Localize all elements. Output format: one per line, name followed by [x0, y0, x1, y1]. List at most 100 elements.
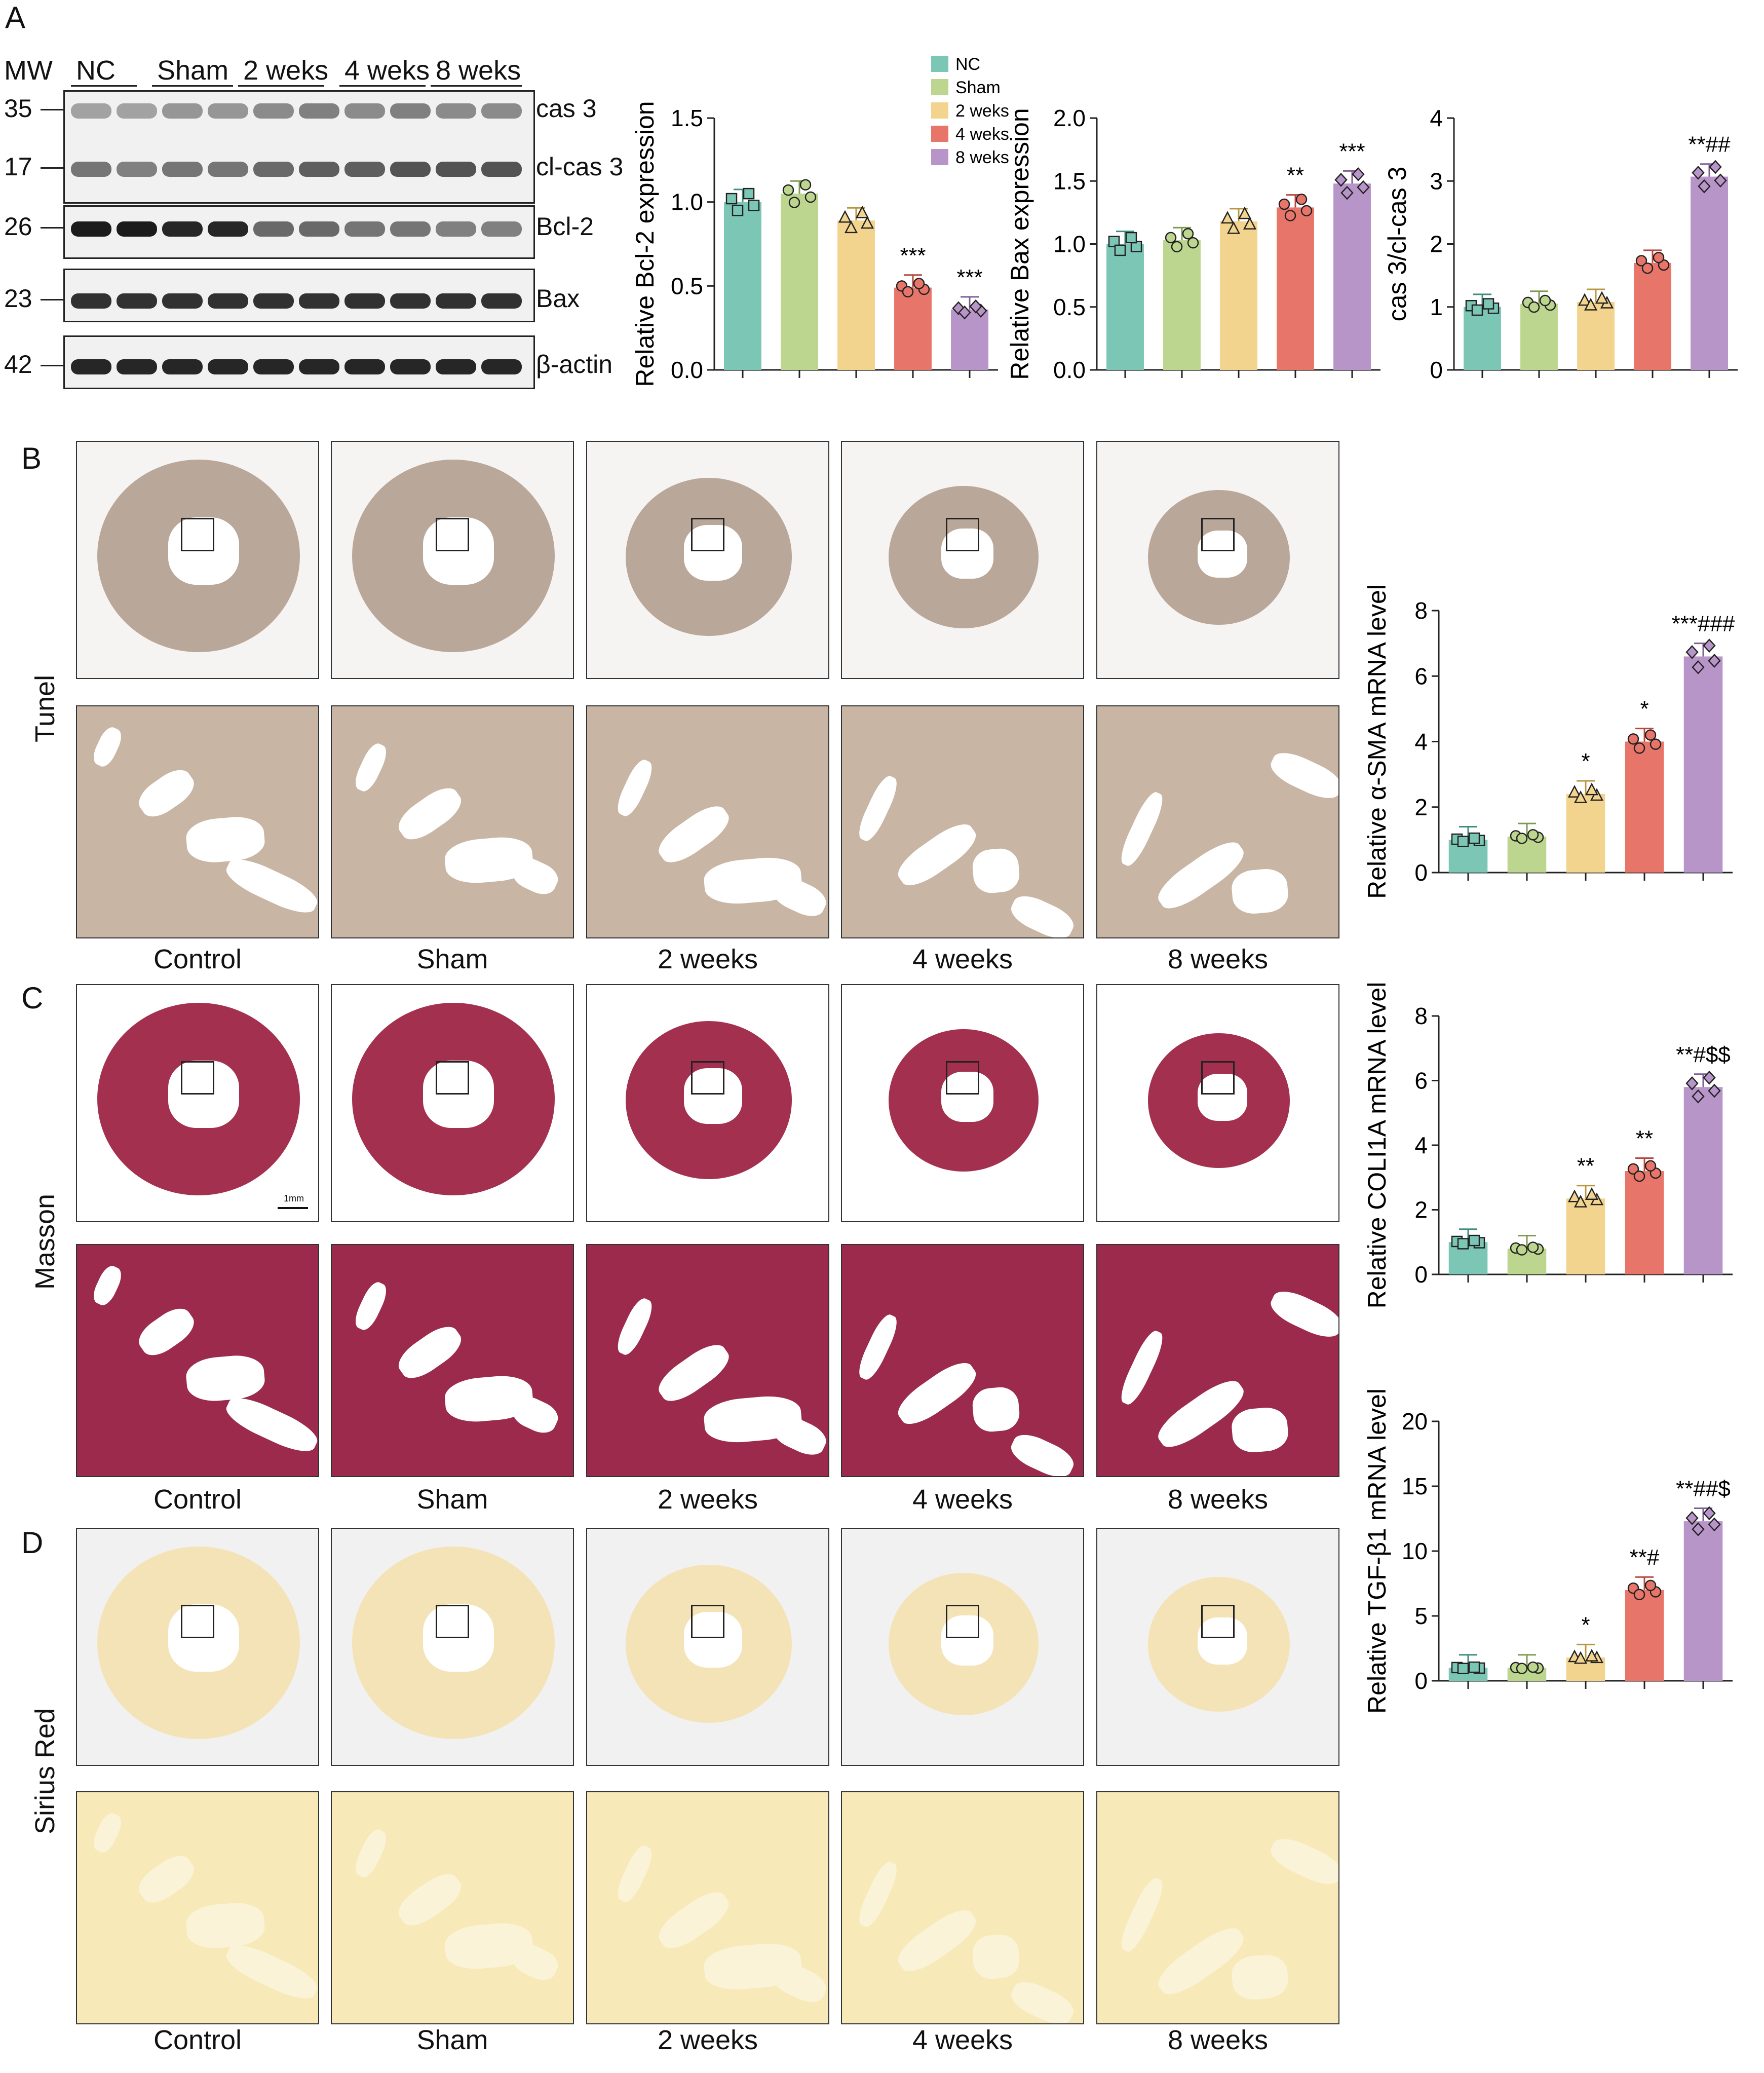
- legend-swatch: [931, 79, 948, 95]
- data-point: [1633, 1170, 1645, 1182]
- data-point: [1644, 1579, 1657, 1592]
- group-caption: 2 weeks: [657, 944, 758, 974]
- tissue-gap: [971, 847, 1021, 895]
- blot-mw-tick: [41, 109, 63, 110]
- data-point: [1165, 232, 1177, 244]
- significance-label: *: [1640, 697, 1648, 722]
- blot-group-label: 8 weks: [436, 55, 521, 86]
- tissue-gap: [1230, 867, 1290, 916]
- panel-label-c: C: [21, 981, 44, 1015]
- blot-group-underline: [71, 85, 137, 87]
- data-point: [1650, 738, 1662, 750]
- data-point: [1114, 244, 1126, 256]
- data-point: [1708, 1083, 1721, 1098]
- bar: [1566, 1198, 1605, 1274]
- tissue-gap: [971, 1385, 1021, 1434]
- significance-label: **#$$: [1676, 1042, 1731, 1067]
- data-point: [1468, 1661, 1480, 1673]
- data-point: [1641, 262, 1654, 274]
- heart-section: [626, 1021, 792, 1179]
- ventricle-lumen: [941, 529, 994, 579]
- data-point: [844, 220, 858, 234]
- blot-band-label: cas 3: [536, 94, 597, 123]
- zoom-box: [691, 518, 724, 551]
- tissue-gap: [1230, 1953, 1290, 2002]
- heart-section: [889, 1573, 1039, 1716]
- data-point: [1685, 1511, 1699, 1525]
- overview-image: [841, 441, 1084, 679]
- mw-header: MW: [4, 55, 53, 86]
- tissue-gap: [652, 1337, 736, 1409]
- y-axis-label: Relative Bcl-2 expression: [631, 101, 659, 387]
- tissue-gap: [652, 799, 736, 870]
- y-tick-label: 0: [1430, 357, 1443, 383]
- group-caption: Sham: [416, 2025, 488, 2055]
- significance-label: *: [1581, 749, 1590, 774]
- y-tick-label: 4: [1414, 729, 1428, 755]
- tissue-gap: [892, 1355, 982, 1432]
- data-point: [1692, 1522, 1705, 1536]
- ventricle-lumen: [1198, 530, 1247, 578]
- tissue-gap: [351, 740, 391, 795]
- blot-band-lane: [162, 103, 203, 119]
- data-point: [1714, 173, 1727, 188]
- data-point: [1300, 205, 1313, 217]
- blot-band-lane: [390, 103, 431, 119]
- data-point: [1457, 1663, 1469, 1674]
- zoom-box: [691, 1061, 724, 1095]
- blot-band-label: Bcl-2: [536, 212, 594, 241]
- zoom-box: [436, 1061, 469, 1095]
- y-axis-label: Relative COLI1A mRNA level: [1363, 982, 1391, 1309]
- y-tick-label: 4: [1414, 1132, 1428, 1158]
- blot-band-lane: [344, 293, 385, 309]
- blot-band-lane: [253, 221, 294, 237]
- significance-label: **: [1287, 163, 1304, 188]
- blot-band-lane: [390, 221, 431, 237]
- data-point: [1692, 1089, 1705, 1104]
- blot-band-lane: [162, 359, 203, 374]
- data-point: [1108, 236, 1120, 247]
- overview-image: [586, 1528, 829, 1766]
- overview-image: [76, 984, 319, 1222]
- group-caption: Control: [153, 944, 242, 974]
- blot-mw-marker: 17: [4, 153, 32, 181]
- data-point: [1220, 211, 1235, 224]
- data-point: [1357, 180, 1370, 195]
- bar: [1520, 304, 1558, 370]
- detail-image: [76, 1244, 319, 1477]
- detail-image: [1096, 705, 1339, 938]
- detail-image: [586, 1791, 829, 2024]
- tissue-gap: [1116, 788, 1168, 870]
- tissue-gap: [221, 1390, 318, 1459]
- detail-image: [331, 1791, 574, 2024]
- legend: NC Sham 2 weks 4 weks 8 weks: [931, 55, 1009, 167]
- blot-band-lane: [436, 359, 476, 374]
- blot-band-lane: [299, 293, 339, 309]
- heart-section: [352, 460, 555, 652]
- heart-section: [352, 1547, 555, 1739]
- y-tick-label: 2.0: [1053, 105, 1086, 131]
- bar-chart-2: 0.0 0.5 1.0 1.5 2.0 Relative Bax expression **…: [1006, 105, 1380, 383]
- blot-band-lane: [436, 103, 476, 119]
- tissue-gap: [184, 814, 266, 865]
- overview-image: [841, 984, 1084, 1222]
- heart-section: [626, 1565, 792, 1723]
- blot-band-lane: [299, 221, 339, 237]
- blot-mw-tick: [41, 227, 63, 229]
- data-point: [1685, 1076, 1699, 1090]
- data-point: [902, 286, 914, 298]
- blot-membrane: [63, 90, 535, 204]
- data-point: [804, 191, 817, 203]
- blot-band-lane: [162, 162, 203, 177]
- heart-section: [352, 1003, 555, 1195]
- blot-band-lane: [390, 359, 431, 374]
- blot-membrane: [63, 269, 535, 322]
- tissue-gap: [392, 1867, 468, 1933]
- legend-label: 2 weks: [955, 101, 1009, 121]
- blot-band-lane: [162, 293, 203, 309]
- tissue-gap: [971, 1933, 1021, 1981]
- data-point: [1340, 185, 1354, 200]
- detail-image: [76, 705, 319, 938]
- bar: [837, 220, 875, 370]
